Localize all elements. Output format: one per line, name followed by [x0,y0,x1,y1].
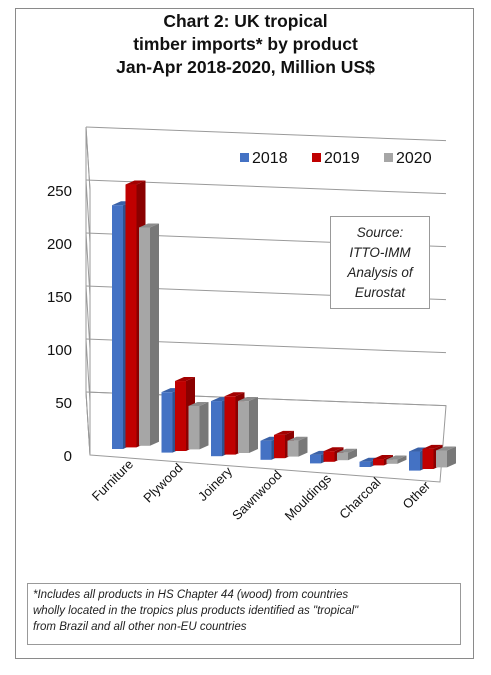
bar-top [422,444,443,449]
side-gridline-150 [85,232,91,297]
bars [112,180,456,471]
y-tick-label: 150 [47,289,72,306]
bar-front [224,396,236,455]
bar-front [125,184,137,448]
side-gridline-50 [85,338,91,403]
bar-top [274,430,294,435]
category-label-plywood: Plywood [140,460,185,505]
bar-top [386,455,407,460]
bar-side [150,223,159,446]
source-line-4: Eurostat [354,285,406,300]
bar-2020-other [436,446,456,468]
legend: 2018 2019 2020 [240,150,432,167]
footnote-box: *Includes all products in HS Chapter 44 … [27,583,461,645]
side-gridline-100 [85,285,91,350]
bar-front [409,451,420,471]
bar-front [373,459,384,466]
category-label-other: Other [400,478,434,512]
bar-front [386,459,398,464]
legend-swatch-2018 [240,153,249,162]
category-label-charcoal: Charcoal [336,474,383,521]
title-line-1: Chart 2: UK tropical [163,11,328,31]
bar-top [224,392,245,397]
bar-side [447,446,456,468]
bar-front [323,451,335,462]
bar-front [112,205,123,449]
bar-front [337,452,348,461]
title-line-3: Jan-Apr 2018-2020, Million US$ [116,57,375,77]
bar-side [298,436,308,457]
footnote-line-2: wholly located in the tropics plus produ… [33,605,359,617]
bar-front [287,440,299,457]
y-tick-label: 100 [47,342,72,359]
y-tick-label: 0 [64,448,72,465]
bar-side [249,397,258,453]
side-gridline-250 [85,126,91,191]
bar-top [125,180,146,185]
bar-top [287,436,308,441]
bar-front [238,401,249,453]
bar-top [139,223,159,228]
y-tick-label: 250 [47,183,72,200]
source-line-2: ITTO-IMM [349,245,411,260]
side-gridline-200 [85,179,91,244]
bar-top [238,397,258,402]
bar-front [436,450,447,468]
bar-front [175,381,186,451]
bar-2020-charcoal [386,455,407,464]
source-line-1: Source: [356,225,404,240]
bar-front [310,454,321,464]
bar-front [274,434,285,459]
bar-top [436,446,456,451]
side-gridline-0 [85,391,91,456]
bar-top [337,448,357,453]
chart-frame [15,8,474,659]
bar-front [422,448,434,469]
legend-label-2018: 2018 [252,150,288,167]
gridline-250 [85,126,447,142]
bar-top [188,401,209,406]
bar-side [397,455,407,464]
bar-side [199,401,209,450]
bar-front [188,405,200,450]
gridline-200 [85,179,447,195]
source-box: Source: ITTO-IMM Analysis of Eurostat [330,216,430,309]
bar-2020-joinery [238,397,258,453]
bar-front [260,440,272,460]
category-label-sawnwood: Sawnwood [229,467,285,523]
footnote-line-1: *Includes all products in HS Chapter 44 … [33,589,349,601]
bar-front [161,392,173,453]
bar-2020-sawnwood [287,436,308,457]
y-tick-label: 200 [47,236,72,253]
bar-front [211,401,222,457]
legend-label-2020: 2020 [396,150,432,167]
category-label-mouldings: Mouldings [282,471,335,524]
bar-2020-furniture [139,223,159,446]
title-line-2: timber imports* by product [133,34,358,54]
bar-2020-plywood [188,401,209,450]
bar-side [348,448,357,461]
bar-front [359,461,371,467]
bar-2020-mouldings [337,448,357,461]
bar-top [323,447,344,452]
chart-title: Chart 2: UK tropical timber imports* by … [0,10,491,79]
category-label-furniture: Furniture [89,457,136,504]
category-label-joinery: Joinery [195,463,236,504]
bar-top [373,455,393,460]
legend-label-2019: 2019 [324,150,360,167]
legend-swatch-2019 [312,153,321,162]
footnote-line-3: from Brazil and all other non-EU countri… [33,621,247,633]
legend-swatch-2020 [384,153,393,162]
source-line-3: Analysis of [347,265,413,280]
y-axis-ticks: 0 50 100 150 200 250 [47,183,72,465]
y-tick-label: 50 [55,395,72,412]
bar-top [175,377,195,382]
bar-front [139,227,150,446]
